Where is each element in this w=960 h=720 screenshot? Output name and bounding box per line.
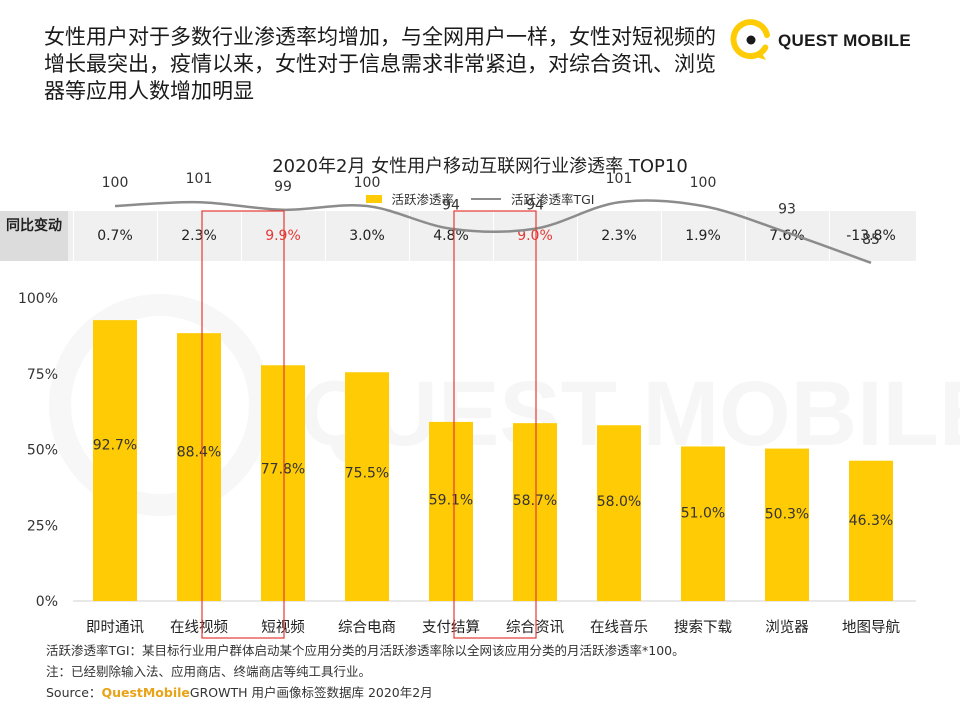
yoy-change-cell: -13.8%: [846, 228, 896, 244]
yoy-change-cell: 7.6%: [769, 228, 805, 244]
tgi-value-label: 93: [778, 202, 796, 218]
yoy-change-divider: [577, 211, 578, 261]
tgi-definition: 活跃渗透率TGI：某目标行业用户群体启动某个应用分类的月活跃渗透率除以全网该应用…: [46, 643, 685, 658]
yoy-change-row: [0, 211, 916, 261]
y-tick-label: 75%: [27, 367, 58, 383]
bar: [849, 460, 893, 601]
watermark: [49, 294, 271, 516]
tgi-line: [114, 199, 872, 265]
category-label: 支付结算: [422, 619, 480, 636]
yoy-change-cell: 3.0%: [349, 228, 385, 244]
yoy-change-divider: [829, 211, 830, 261]
bar-value-label: 58.0%: [597, 494, 641, 510]
y-tick-label: 100%: [18, 291, 58, 307]
bar: [93, 320, 137, 601]
source-brand: QuestMobile: [101, 685, 190, 700]
bar-value-label: 58.7%: [513, 493, 557, 509]
brand-name: QUEST MOBILE: [778, 31, 911, 50]
yoy-change-cell: 0.7%: [97, 228, 133, 244]
bar-value-label: 75.5%: [345, 465, 389, 481]
bar-value-label: 51.0%: [681, 506, 725, 522]
category-label: 综合电商: [338, 619, 396, 636]
y-tick-label: 0%: [36, 594, 58, 610]
yoy-change-header: 同比变动: [0, 211, 68, 261]
legend-bar-swatch: [365, 194, 382, 203]
yoy-change-divider: [745, 211, 746, 261]
bar-value-label: 92.7%: [93, 437, 137, 453]
category-label: 在线视频: [170, 619, 228, 636]
bar: [513, 423, 557, 601]
tgi-value-label: 94: [442, 198, 460, 214]
quest-mobile-logo-icon: [730, 19, 770, 60]
category-label: 搜索下载: [674, 619, 732, 636]
bar-value-label: 50.3%: [765, 507, 809, 523]
tgi-value-label: 101: [606, 171, 633, 187]
yoy-change-cell: 9.0%: [517, 228, 553, 244]
category-label: 综合资讯: [506, 619, 564, 636]
tgi-value-label: 99: [274, 179, 292, 195]
yoy-change-divider: [241, 211, 242, 261]
yoy-change-cell: 1.9%: [685, 228, 721, 244]
legend-bar-label: 活跃渗透率: [391, 192, 454, 207]
category-label: 浏览器: [765, 619, 809, 636]
category-label: 地图导航: [842, 619, 900, 636]
bar-value-label: 88.4%: [177, 444, 221, 460]
tgi-value-label: 100: [690, 175, 717, 191]
category-label: 在线音乐: [590, 619, 648, 636]
bar: [765, 448, 809, 601]
bar: [345, 372, 389, 601]
bar: [177, 333, 221, 601]
yoy-change-divider: [493, 211, 494, 261]
yoy-change-cell: 2.3%: [181, 228, 217, 244]
chart-title: 2020年2月 女性用户移动互联网行业渗透率 TOP10: [272, 156, 688, 177]
bar-value-label: 77.8%: [261, 462, 305, 478]
yoy-change-divider: [73, 211, 74, 261]
bar: [429, 421, 473, 601]
yoy-change-cell: 4.8%: [433, 228, 469, 244]
y-tick-label: 25%: [27, 518, 58, 534]
bar-value-label: 59.1%: [429, 492, 473, 508]
y-tick-label: 50%: [27, 443, 58, 459]
category-label: 即时通讯: [86, 619, 144, 636]
chart-legend: 活跃渗透率 活跃渗透率TGI: [0, 189, 960, 208]
tgi-value-label: 100: [354, 175, 381, 191]
highlight-box: [201, 210, 285, 639]
brand-logo: QUEST MOBILE: [728, 14, 928, 70]
yoy-change-cell: 9.9%: [265, 228, 301, 244]
tgi-value-label: 101: [186, 171, 213, 187]
headline: 女性用户对于多数行业渗透率均增加，与全网用户一样，女性对短视频的增长最突出，疫情…: [44, 25, 716, 103]
bar: [681, 446, 725, 601]
legend-line-swatch: [470, 197, 501, 200]
bar: [597, 425, 641, 601]
exclusion-note: 注：已经剔除输入法、应用商店、终端商店等纯工具行业。: [46, 664, 372, 679]
yoy-change-cell: 2.3%: [601, 228, 637, 244]
tgi-value-label: 100: [102, 175, 129, 191]
yoy-change-divider: [325, 211, 326, 261]
yoy-change-divider: [157, 211, 158, 261]
category-label: 短视频: [261, 619, 305, 636]
footnotes: 活跃渗透率TGI：某目标行业用户群体启动某个应用分类的月活跃渗透率除以全网该应用…: [46, 640, 685, 703]
source-line: Source：QuestMobileGROWTH 用户画像标签数据库 2020年…: [46, 682, 685, 703]
source-label: Source：: [46, 685, 102, 700]
tgi-value-label: 94: [526, 198, 544, 214]
bar-value-label: 46.3%: [849, 513, 893, 529]
source-text: GROWTH 用户画像标签数据库 2020年2月: [189, 685, 433, 700]
yoy-change-divider: [409, 211, 410, 261]
legend-line-label: 活跃渗透率TGI: [510, 192, 595, 207]
yoy-change-divider: [661, 211, 662, 261]
bar: [261, 365, 305, 601]
tgi-value-label: 85: [862, 232, 880, 248]
highlight-box: [453, 210, 537, 639]
